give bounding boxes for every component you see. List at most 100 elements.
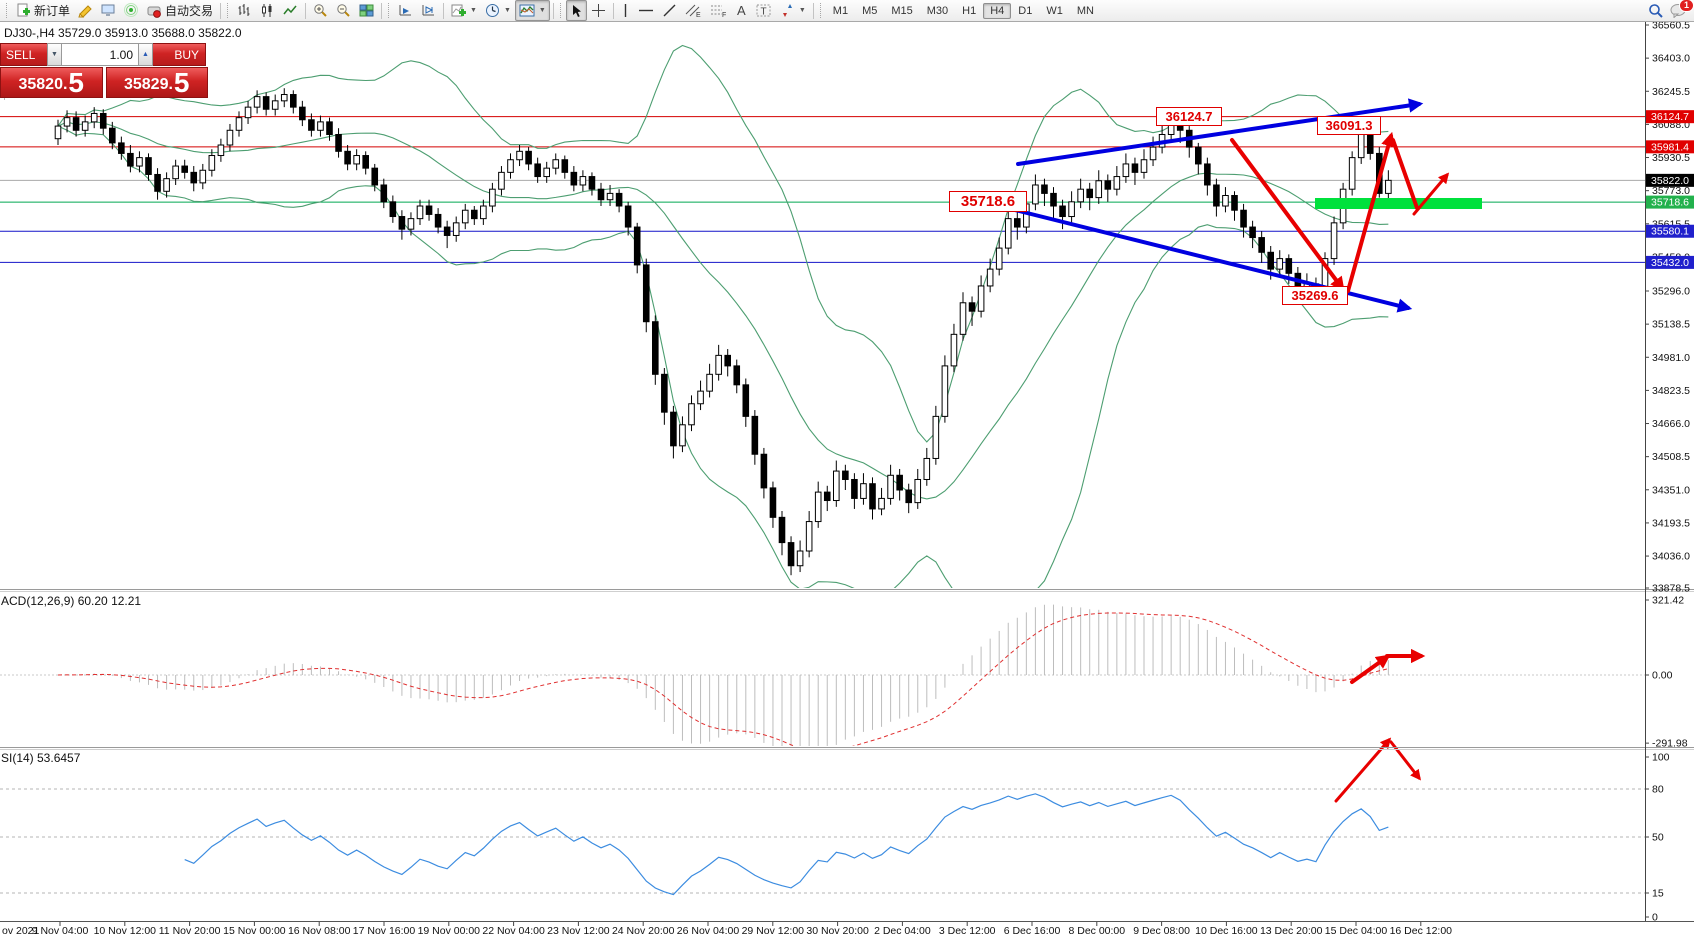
sell-price-display[interactable]: 35820. 5 — [0, 67, 103, 98]
timeframe-m5-button[interactable]: M5 — [862, 4, 878, 17]
separator — [381, 2, 383, 19]
rsi-tick-label: 100 — [1652, 752, 1670, 764]
bar-chart-button[interactable] — [233, 0, 256, 21]
bear-candle — [1285, 258, 1293, 274]
bear-candle — [398, 216, 406, 230]
volume-input[interactable] — [62, 43, 138, 66]
price-axis[interactable]: 36560.536403.036245.536088.035930.535773… — [1645, 20, 1694, 924]
fibonacci-tool-button[interactable]: F — [706, 0, 731, 21]
bear-candle — [670, 411, 677, 447]
bull-candle — [1357, 133, 1365, 159]
bull-candle — [833, 470, 840, 502]
bear-candle — [869, 483, 876, 510]
text-tool-button[interactable]: A — [731, 0, 752, 21]
timeframe-h1-button[interactable]: H1 — [962, 4, 977, 17]
bear-candle — [525, 150, 532, 165]
bear-candle — [1258, 237, 1265, 253]
timeframe-mn-button[interactable]: MN — [1076, 4, 1094, 17]
period-button[interactable]: ▼ — [481, 0, 515, 21]
text-icon: A — [735, 3, 748, 18]
time-tick-label: 30 Nov 20:00 — [806, 925, 869, 937]
zoom-out-button[interactable] — [332, 0, 355, 21]
signal-arrow[interactable] — [1412, 172, 1450, 216]
cursor-tool-button[interactable] — [565, 0, 587, 21]
dropdown-caret-icon: ▼ — [538, 7, 546, 14]
sell-button[interactable]: SELL — [0, 43, 47, 66]
chart-shift-button[interactable] — [394, 0, 417, 21]
price-annotation[interactable]: 35718.6 — [949, 191, 1027, 212]
timeframe-m30-button[interactable]: M30 — [926, 4, 949, 17]
timeframe-m1-button[interactable]: M1 — [832, 4, 849, 17]
bull-candle — [90, 112, 98, 123]
trendline-arrow[interactable] — [1016, 98, 1424, 166]
vline-tool-button[interactable] — [617, 0, 634, 21]
line-chart-button[interactable] — [279, 0, 302, 21]
volume-decrease-button[interactable]: ▼ — [47, 43, 62, 66]
bull-candle — [235, 117, 243, 131]
bull-candle — [54, 125, 62, 140]
bull-candle — [452, 222, 460, 236]
zoom-in-button[interactable] — [309, 0, 332, 21]
add-indicator-button[interactable]: ▼ — [447, 0, 481, 21]
trendline-tool-button[interactable] — [658, 0, 681, 21]
signal-arrow[interactable] — [1391, 138, 1419, 210]
candlestick-chart-button[interactable] — [256, 0, 279, 21]
macd-tick-label: 0.00 — [1652, 670, 1673, 682]
trendline-arrow[interactable] — [1013, 208, 1413, 313]
separator — [443, 2, 445, 19]
signal-arrow[interactable] — [1350, 654, 1391, 684]
bear-candle — [905, 489, 913, 504]
shapes-tool-button[interactable]: ▼ — [776, 0, 810, 21]
volume-increase-button[interactable]: ▲ — [138, 43, 153, 66]
time-tick-label: 3 Dec 12:00 — [939, 925, 996, 937]
price-annotation[interactable]: 36091.3 — [1317, 116, 1381, 135]
crosshair-tool-button[interactable] — [587, 0, 610, 21]
bull-candle — [226, 129, 234, 146]
support-zone-bar[interactable] — [1315, 198, 1482, 209]
signal-arrow[interactable] — [1346, 131, 1396, 293]
timeframe-h4-button[interactable]: H4 — [983, 2, 1012, 19]
crayon-button[interactable] — [74, 0, 97, 21]
new-order-button[interactable]: 新订单 — [12, 0, 74, 21]
price-annotation[interactable]: 35269.6 — [1282, 286, 1348, 305]
market-watch-button[interactable] — [97, 0, 120, 21]
autotrade-button[interactable]: 自动交易 — [143, 0, 217, 21]
buy-price-display[interactable]: 35829. 5 — [105, 67, 208, 98]
channel-tool-button[interactable]: E — [681, 0, 706, 21]
signal-arrow[interactable] — [1230, 138, 1345, 292]
time-tick-label: 17 Nov 16:00 — [353, 925, 416, 937]
notifications-icon[interactable]: 1 — [1670, 0, 1694, 19]
price-tick-label: 35773.0 — [1652, 185, 1690, 197]
text-label-tool-button[interactable]: T — [752, 0, 776, 21]
hline-tool-button[interactable] — [634, 0, 658, 21]
bull-candle — [1004, 218, 1012, 249]
bull-candle — [878, 497, 885, 510]
bear-candle — [968, 302, 976, 312]
bull-candle — [407, 218, 415, 230]
text-label-icon: T — [756, 3, 772, 18]
bull-candle — [950, 333, 958, 367]
auto-scroll-button[interactable] — [417, 0, 440, 21]
bull-candle — [461, 209, 469, 224]
bull-candle — [253, 96, 261, 108]
bear-candle — [588, 176, 596, 190]
bear-candle — [443, 226, 451, 236]
price-annotation[interactable]: 36124.7 — [1156, 107, 1222, 126]
time-tick-label: 24 Nov 20:00 — [612, 925, 675, 937]
timeframe-d1-button[interactable]: D1 — [1018, 4, 1033, 17]
bull-candle — [986, 268, 994, 287]
search-icon[interactable] — [1648, 3, 1664, 19]
templates-button[interactable]: ▼ — [514, 0, 550, 21]
tile-windows-button[interactable] — [355, 0, 378, 21]
timeframe-w1-button[interactable]: W1 — [1046, 4, 1063, 17]
buy-button[interactable]: BUY — [153, 43, 206, 66]
signal-arrow[interactable] — [1334, 737, 1392, 803]
bull-candle — [244, 106, 252, 119]
signal-button[interactable] — [120, 0, 143, 21]
new-order-icon — [16, 3, 31, 18]
timeframe-m15-button[interactable]: M15 — [891, 4, 913, 17]
rsi-tick-label: 0 — [1652, 912, 1658, 924]
